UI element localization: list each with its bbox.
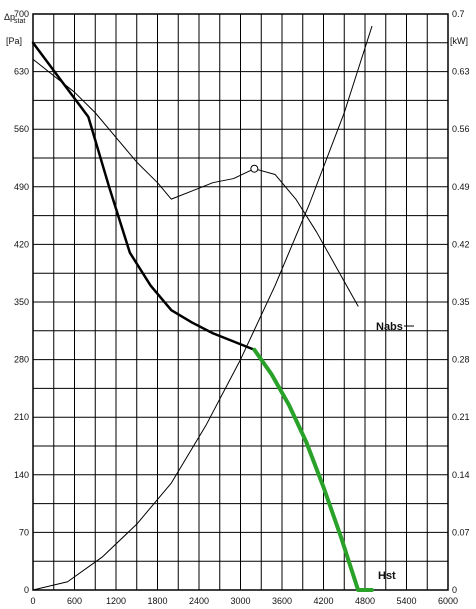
left-axis-label-symbol: Δp bbox=[4, 12, 15, 22]
x-tick-label: 4200 bbox=[313, 596, 333, 606]
x-tick-label: 3600 bbox=[272, 596, 292, 606]
left-tick-labels: 0 70 140 210 280 350 420 490 560 630 700 bbox=[14, 9, 29, 595]
right-tick-label: 0.7 bbox=[452, 9, 465, 19]
x-tick-label: 1200 bbox=[106, 596, 126, 606]
curves bbox=[31, 25, 414, 592]
system-curve bbox=[32, 25, 373, 591]
left-tick-label: 420 bbox=[14, 239, 29, 249]
left-axis-label-unit: [Pa] bbox=[6, 36, 22, 46]
x-tick-label: 2400 bbox=[189, 596, 209, 606]
right-tick-label: 0.14 bbox=[452, 470, 470, 480]
left-tick-label: 140 bbox=[14, 470, 29, 480]
left-tick-label: 0 bbox=[24, 585, 29, 595]
hst-curve bbox=[252, 347, 374, 592]
right-tick-label: 0.56 bbox=[452, 124, 470, 134]
x-tick-label: 600 bbox=[67, 596, 82, 606]
left-tick-label: 280 bbox=[14, 355, 29, 365]
right-tick-label: 0.21 bbox=[452, 412, 470, 422]
left-tick-label: 700 bbox=[14, 9, 29, 19]
left-tick-label: 490 bbox=[14, 182, 29, 192]
right-tick-labels: 0 0.07 0.14 0.21 0.28 0.35 0.42 0.49 0.56 0.63 0.7 bbox=[452, 9, 470, 595]
right-tick-label: 0.63 bbox=[452, 67, 470, 77]
left-axis-label-sub: stat bbox=[14, 18, 25, 25]
x-tick-label: 6000 bbox=[438, 596, 458, 606]
right-axis-label: [kW] bbox=[450, 36, 468, 46]
left-tick-label: 70 bbox=[19, 527, 29, 537]
left-tick-label: 560 bbox=[14, 124, 29, 134]
x-tick-label: 1800 bbox=[147, 596, 167, 606]
x-tick-labels: 0 600 1200 1800 2400 3000 3600 4200 4800 5400 6000 bbox=[30, 596, 458, 606]
right-tick-label: 0.28 bbox=[452, 355, 470, 365]
grid bbox=[32, 13, 449, 591]
right-tick-label: 0.49 bbox=[452, 182, 470, 192]
right-tick-label: 0.07 bbox=[452, 527, 470, 537]
plot-frame bbox=[32, 13, 449, 591]
x-tick-label: 5400 bbox=[396, 596, 416, 606]
x-tick-label: 0 bbox=[30, 596, 35, 606]
left-tick-label: 630 bbox=[14, 67, 29, 77]
hst-label: Hst bbox=[378, 570, 396, 582]
nabs-label: Nabs bbox=[376, 321, 403, 333]
right-tick-label: 0.35 bbox=[452, 297, 470, 307]
static-pressure-curve bbox=[31, 41, 256, 351]
left-tick-label: 210 bbox=[14, 412, 29, 422]
nabs-curve bbox=[32, 58, 359, 307]
left-tick-label: 350 bbox=[14, 297, 29, 307]
x-tick-label: 3000 bbox=[230, 596, 250, 606]
operating-point-marker bbox=[250, 164, 259, 173]
x-tick-label: 4800 bbox=[355, 596, 375, 606]
right-tick-label: 0.42 bbox=[452, 239, 470, 249]
right-tick-label: 0 bbox=[452, 585, 457, 595]
